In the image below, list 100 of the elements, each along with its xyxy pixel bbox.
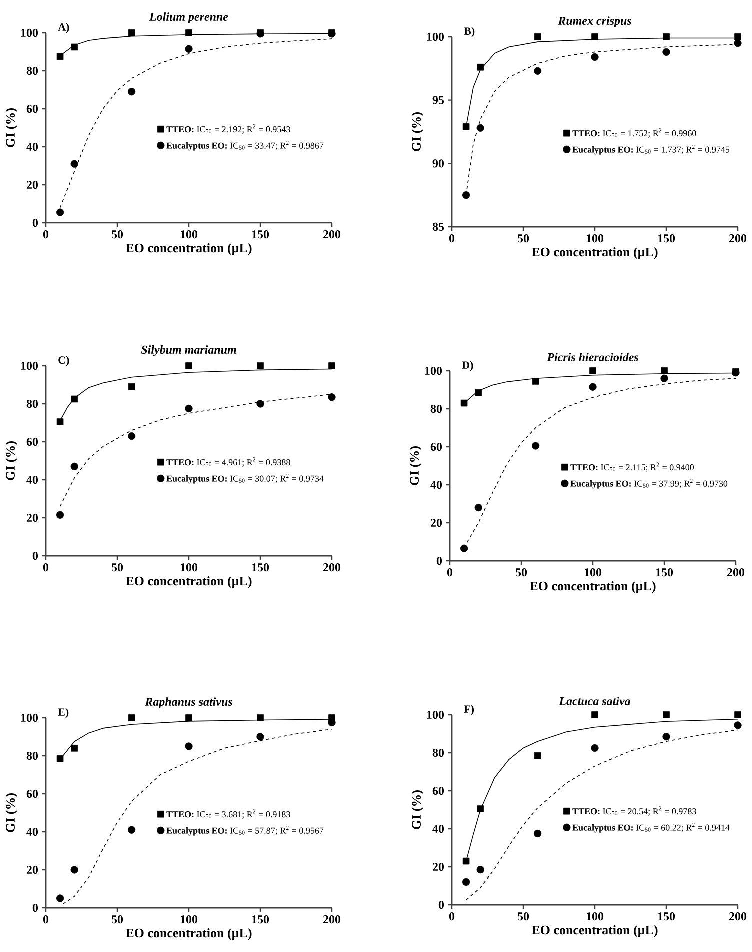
y-axis-title: GI (%) [6, 794, 18, 832]
point [186, 30, 192, 36]
y-tick-label: 100 [21, 714, 38, 722]
point [460, 544, 468, 552]
y-axis-title: GI (%) [6, 108, 18, 148]
point [128, 826, 136, 834]
y-tick-label: 20 [26, 514, 38, 522]
point [328, 394, 336, 402]
point [462, 858, 470, 865]
point [591, 744, 599, 752]
point [56, 755, 64, 762]
chart-title: Raphanus sativus [145, 698, 232, 708]
x-tick-label: 0 [43, 230, 49, 239]
y-tick-label: 100 [427, 710, 444, 720]
point [257, 714, 264, 722]
point [592, 34, 598, 40]
point [734, 34, 742, 40]
x-tick-label: 200 [730, 234, 747, 243]
x-tick-label: 200 [730, 912, 747, 921]
legend-label: Eucalyptus EO: IC$_{50}$ = 33.47; R$^{2}$ = 0.9867 [166, 140, 324, 151]
point [128, 714, 136, 722]
y-tick-label: 80 [26, 66, 38, 76]
y-tick-label: 100 [427, 32, 444, 42]
point [590, 368, 596, 374]
y-axis-title: GI (%) [412, 112, 424, 152]
y-tick-label: 20 [430, 518, 442, 528]
x-axis-title: EO concentration (µL) [532, 925, 658, 938]
y-tick-label: 80 [432, 748, 444, 758]
x-tick-label: 100 [180, 564, 198, 572]
x-tick-label: 50 [112, 564, 124, 572]
x-axis-title: EO concentration (µL) [530, 581, 656, 594]
x-tick-label: 50 [518, 912, 530, 921]
x-tick-label: 150 [252, 564, 270, 572]
point [534, 830, 542, 838]
point [71, 396, 78, 403]
y-axis-title: GI (%) [410, 446, 422, 486]
y-tick-label: 0 [438, 900, 444, 910]
x-axis-title: EO concentration (µL) [126, 928, 252, 940]
point [257, 362, 264, 370]
point [660, 374, 668, 382]
y-tick-label: 80 [430, 404, 442, 414]
x-tick-label: 100 [584, 568, 602, 577]
point [474, 504, 482, 512]
y-tick-label: 60 [26, 104, 38, 114]
x-tick-label: 50 [112, 230, 124, 239]
point [532, 378, 540, 385]
y-tick-label: 60 [430, 442, 442, 452]
point [734, 40, 742, 48]
chart-title: Lolium perenne [149, 12, 228, 24]
point [328, 714, 336, 722]
legend-label: TTEO: IC$_{50}$ = 4.961; R$^{2}$ = 0.9388 [166, 458, 290, 467]
y-tick-label: 40 [430, 480, 442, 490]
chart-title: Lactuca sativa [559, 696, 631, 706]
point [56, 53, 64, 60]
point [476, 866, 484, 874]
x-tick-label: 150 [658, 912, 676, 921]
point [477, 806, 484, 812]
point [663, 712, 670, 718]
point [662, 48, 670, 56]
point [185, 45, 193, 53]
point [70, 866, 78, 874]
legend-label: TTEO: IC$_{50}$ = 1.752; R$^{2}$ = 0.9960 [572, 128, 696, 138]
chart-title: Silybum marianum [141, 346, 236, 356]
x-tick-label: 50 [112, 916, 124, 924]
point [532, 442, 540, 450]
x-axis-title: EO concentration (µL) [532, 247, 658, 260]
y-tick-label: 60 [432, 786, 444, 796]
point [534, 752, 542, 760]
point [128, 88, 136, 96]
point [328, 362, 336, 370]
point [56, 208, 64, 216]
legend-label: TTEO: IC$_{50}$ = 3.681; R$^{2}$ = 0.9183 [166, 810, 290, 819]
x-tick-label: 200 [324, 230, 341, 239]
annotation: A) [58, 23, 70, 34]
y-tick-label: 60 [26, 438, 38, 446]
point [734, 722, 742, 730]
x-tick-label: 50 [516, 568, 528, 577]
point [256, 733, 264, 741]
legend-label: Eucalyptus EO: IC$_{50}$ = 1.737; R$^{2}$ = 0.9745 [572, 144, 730, 155]
point [663, 34, 670, 40]
point [589, 383, 597, 391]
y-tick-label: 0 [436, 556, 442, 566]
y-tick-label: 40 [26, 828, 38, 836]
x-tick-label: 150 [658, 234, 676, 243]
point [592, 712, 598, 718]
point [734, 712, 742, 718]
y-tick-label: 40 [26, 142, 38, 152]
y-tick-label: 100 [425, 366, 442, 376]
y-tick-label: 0 [32, 552, 38, 560]
legend-label: Eucalyptus EO: IC$_{50}$ = 37.99; R$^{2}$ = 0.9730 [570, 478, 728, 489]
point [475, 389, 482, 396]
point [128, 30, 136, 36]
x-tick-label: 0 [447, 568, 453, 577]
x-tick-label: 200 [728, 568, 745, 577]
point [534, 67, 542, 75]
point [462, 878, 470, 886]
x-tick-label: 100 [180, 916, 198, 924]
point [476, 124, 484, 132]
x-axis-title: EO concentration (µL) [126, 243, 252, 256]
legend-label: TTEO: IC$_{50}$ = 20.54; R$^{2}$ = 0.9783 [572, 806, 696, 816]
